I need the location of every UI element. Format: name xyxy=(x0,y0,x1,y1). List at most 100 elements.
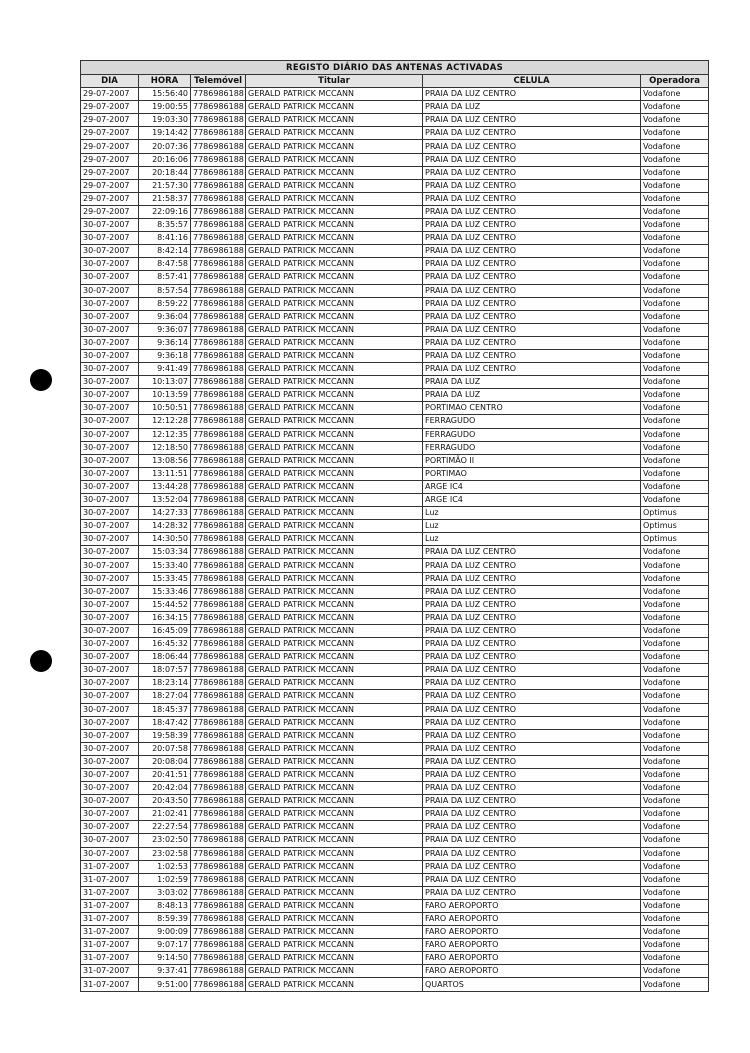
holder: GERALD PATRICK MCCANN xyxy=(245,231,423,246)
phone: 7786986188 xyxy=(190,532,246,547)
holder: GERALD PATRICK MCCANN xyxy=(245,597,423,612)
cell-site: PRAIA DA LUZ CENTRO xyxy=(422,637,641,652)
day: 29-07-2007 xyxy=(80,191,139,206)
table-row: 31-07-2007 8:59:39 7786986188 GERALD PATRIC… xyxy=(80,911,710,927)
time: 16:34:15 xyxy=(138,610,191,625)
holder: GERALD PATRICK MCCANN xyxy=(245,519,423,534)
time: 9:37:41 xyxy=(138,964,191,979)
table-row: 29-07-2007 21:58:37 7786986188 GERALD PATRI… xyxy=(80,191,710,206)
cell-site: FARO AEROPORTO xyxy=(422,898,641,914)
holder: GERALD PATRICK MCCANN xyxy=(245,204,423,220)
holder: GERALD PATRICK MCCANN xyxy=(245,663,423,678)
cell-site: PORTIMAO xyxy=(422,466,641,481)
operator: Vodafone xyxy=(639,492,710,508)
day: 30-07-2007 xyxy=(80,702,139,717)
holder: GERALD PATRICK MCCANN xyxy=(245,964,423,979)
table-row: 30-07-2007 8:41:16 7786986188 GERALD PATRIC… xyxy=(80,231,710,246)
phone: 7786986188 xyxy=(190,466,246,481)
cell-site: Luz xyxy=(422,532,641,547)
header-operator: Operadora xyxy=(639,73,710,89)
operator: Vodafone xyxy=(639,584,710,599)
day: 30-07-2007 xyxy=(80,296,139,311)
time: 14:27:33 xyxy=(138,506,191,521)
table-row: 30-07-2007 18:27:04 7786986188 GERALD PATRI… xyxy=(80,689,710,704)
cell-site: QUARTOS xyxy=(422,977,641,992)
table-row: 30-07-2007 20:07:58 7786986188 GERALD PATRI… xyxy=(80,741,710,756)
table-row: 30-07-2007 12:12:35 7786986188 GERALD PATRI… xyxy=(80,427,710,442)
holder: GERALD PATRICK MCCANN xyxy=(245,637,423,652)
table-row: 30-07-2007 18:23:14 7786986188 GERALD PATRI… xyxy=(80,676,710,691)
holder: GERALD PATRICK MCCANN xyxy=(245,715,423,730)
time: 8:59:39 xyxy=(138,911,191,927)
table-row: 30-07-2007 9:36:07 7786986188 GERALD PATRIC… xyxy=(80,322,710,337)
time: 8:47:58 xyxy=(138,257,191,272)
table-row: 30-07-2007 20:42:04 7786986188 GERALD PATRI… xyxy=(80,781,710,796)
phone: 7786986188 xyxy=(190,152,246,167)
phone: 7786986188 xyxy=(190,637,246,652)
cell-site: PRAIA DA LUZ CENTRO xyxy=(422,597,641,612)
time: 15:33:45 xyxy=(138,571,191,586)
cell-site: FARO AEROPORTO xyxy=(422,964,641,979)
time: 8:42:14 xyxy=(138,244,191,259)
time: 8:57:54 xyxy=(138,283,191,298)
day: 30-07-2007 xyxy=(80,807,139,822)
table-row: 30-07-2007 15:03:34 7786986188 GERALD PATRI… xyxy=(80,545,710,560)
day: 30-07-2007 xyxy=(80,623,139,639)
holder: GERALD PATRICK MCCANN xyxy=(245,872,423,887)
operator: Vodafone xyxy=(639,479,710,495)
time: 15:33:40 xyxy=(138,558,191,573)
cell-site: PRAIA DA LUZ CENTRO xyxy=(422,571,641,586)
holder: GERALD PATRICK MCCANN xyxy=(245,859,423,874)
cell-site: PRAIA DA LUZ CENTRO xyxy=(422,794,641,809)
day: 30-07-2007 xyxy=(80,663,139,678)
time: 20:41:51 xyxy=(138,767,191,783)
table-row: 31-07-2007 3:03:02 7786986188 GERALD PATRIC… xyxy=(80,885,710,900)
holder: GERALD PATRICK MCCANN xyxy=(245,754,423,769)
phone: 7786986188 xyxy=(190,100,246,115)
operator: Vodafone xyxy=(639,558,710,573)
operator: Optimus xyxy=(639,519,710,534)
time: 23:02:58 xyxy=(138,846,191,861)
holder: GERALD PATRICK MCCANN xyxy=(245,846,423,861)
table-row: 30-07-2007 9:36:04 7786986188 GERALD PATRIC… xyxy=(80,309,710,324)
header-phone: Telemóvel xyxy=(190,73,246,89)
time: 15:03:34 xyxy=(138,545,191,560)
operator: Vodafone xyxy=(639,794,710,809)
time: 14:28:32 xyxy=(138,519,191,534)
holder: GERALD PATRICK MCCANN xyxy=(245,283,423,298)
punch-hole xyxy=(30,369,52,391)
holder: GERALD PATRICK MCCANN xyxy=(245,676,423,691)
day: 30-07-2007 xyxy=(80,401,139,416)
phone: 7786986188 xyxy=(190,794,246,809)
operator: Vodafone xyxy=(639,846,710,861)
phone: 7786986188 xyxy=(190,911,246,927)
phone: 7786986188 xyxy=(190,309,246,324)
table-row: 30-07-2007 18:45:37 7786986188 GERALD PATRI… xyxy=(80,702,710,717)
operator: Vodafone xyxy=(639,767,710,783)
table-row: 29-07-2007 22:09:16 7786986188 GERALD PATRI… xyxy=(80,204,710,220)
holder: GERALD PATRICK MCCANN xyxy=(245,506,423,521)
phone: 7786986188 xyxy=(190,244,246,259)
time: 10:13:07 xyxy=(138,375,191,390)
table-row: 30-07-2007 21:02:41 7786986188 GERALD PATRI… xyxy=(80,807,710,822)
day: 31-07-2007 xyxy=(80,938,139,953)
table-row: 29-07-2007 20:07:36 7786986188 GERALD PATRI… xyxy=(80,139,710,154)
day: 29-07-2007 xyxy=(80,178,139,193)
cell-site: PRAIA DA LUZ CENTRO xyxy=(422,296,641,311)
cell-site: PRAIA DA LUZ CENTRO xyxy=(422,807,641,822)
phone: 7786986188 xyxy=(190,663,246,678)
operator: Vodafone xyxy=(639,898,710,914)
holder: GERALD PATRICK MCCANN xyxy=(245,741,423,756)
cell-site: PRAIA DA LUZ CENTRO xyxy=(422,113,641,128)
table-row: 31-07-2007 1:02:59 7786986188 GERALD PATRIC… xyxy=(80,872,710,887)
holder: GERALD PATRICK MCCANN xyxy=(245,898,423,914)
operator: Vodafone xyxy=(639,283,710,298)
operator: Vodafone xyxy=(639,375,710,390)
cell-site: PRAIA DA LUZ CENTRO xyxy=(422,781,641,796)
cell-site: ARGE IC4 xyxy=(422,479,641,495)
day: 30-07-2007 xyxy=(80,283,139,298)
cell-site: PRAIA DA LUZ CENTRO xyxy=(422,322,641,337)
phone: 7786986188 xyxy=(190,427,246,442)
phone: 7786986188 xyxy=(190,650,246,665)
time: 21:02:41 xyxy=(138,807,191,822)
